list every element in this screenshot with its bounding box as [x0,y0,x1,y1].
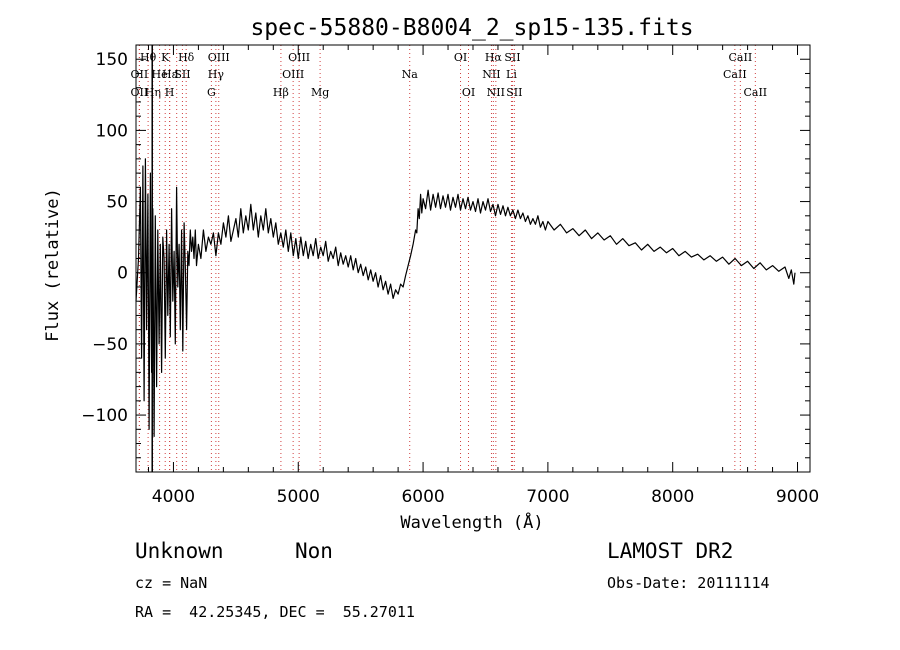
x-tick-label-5000: 5000 [277,487,320,507]
y-tick-label-0: 0 [117,264,128,284]
chart-title: spec-55880-B8004_2_sp15-135.fits [250,15,693,41]
line-marker-label-7: Hε [162,68,178,81]
line-marker-label-20: OI [462,86,475,99]
line-marker-label-29: CaII [743,86,767,99]
y-tick-label--50: −50 [92,335,128,355]
line-marker-label-18: Na [402,68,419,81]
y-tick-label-150: 150 [96,50,128,70]
coordinates-label: RA = 42.25345, DEC = 55.27011 [135,603,415,621]
line-marker-label-0: Hθ [140,51,157,64]
obs-date-label: Obs-Date: 20111114 [607,574,770,592]
line-marker-label-27: CaII [723,68,747,81]
plot-frame [135,44,811,473]
line-marker-label-28: CaII [729,51,753,64]
line-marker-label-16: OIII [288,51,310,64]
line-marker-label-23: NII [487,86,505,99]
x-tick-label-9000: 9000 [776,487,819,507]
x-tick-label-6000: 6000 [401,487,444,507]
line-marker-label-2: OII [131,86,149,99]
line-marker-label-10: Hδ [178,51,195,64]
line-marker-label-22: Hα [485,51,503,64]
line-marker-label-8: I [175,68,179,81]
line-marker-label-12: Hγ [208,68,225,81]
line-marker-label-21: NII [482,68,500,81]
line-marker-label-26: SII [506,86,522,99]
line-marker-label-17: Mg [311,86,329,99]
line-marker-label-4: He [152,68,168,81]
classification-label: Unknown [135,539,224,563]
line-marker-label-25: SII [504,51,520,64]
line-marker-label-19: OI [454,51,467,64]
line-marker-label-14: Hβ [273,86,289,99]
y-tick-label-100: 100 [96,121,128,141]
y-tick-label-50: 50 [106,193,128,213]
x-tick-label-4000: 4000 [152,487,195,507]
line-marker-label-13: OIII [208,51,230,64]
line-marker-label-9: SII [174,68,190,81]
x-tick-label-8000: 8000 [651,487,694,507]
subclass-label: Non [295,539,333,563]
line-marker-label-24: Li [506,68,517,81]
redshift-label: cz = NaN [135,574,208,592]
line-marker-label-6: H [165,86,175,99]
line-marker-label-15: OIII [282,68,304,81]
spectrum-line [135,158,796,437]
y-tick-label--100: −100 [81,406,128,426]
plot-area: HθOIIOIIHηHeKHHεISIIHδGHγOIIIHβOIIIOIIIM… [81,44,819,507]
line-marker-label-1: OII [131,68,149,81]
survey-label: LAMOST DR2 [607,539,734,563]
line-marker-label-11: G [207,86,216,99]
x-tick-label-7000: 7000 [526,487,569,507]
line-marker-label-5: K [161,51,170,64]
x-axis-label: Wavelength (Å) [400,511,543,533]
y-axis-label: Flux (relative) [43,188,63,342]
